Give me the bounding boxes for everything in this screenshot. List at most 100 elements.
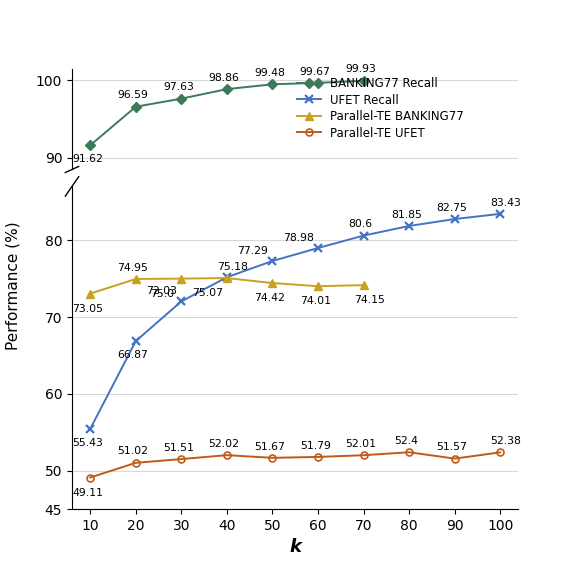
UFET Recall [497, 205, 503, 212]
UFET Recall [223, 274, 230, 281]
Parallel-TE BANKING77 [314, 279, 321, 285]
Text: 99.67: 99.67 [300, 66, 331, 77]
Line: Parallel-TE UFET: Parallel-TE UFET [87, 449, 503, 481]
BANKING77 Recall [360, 84, 367, 90]
Text: 99.48: 99.48 [254, 68, 285, 78]
UFET Recall [314, 240, 321, 247]
Text: 75.07: 75.07 [192, 288, 223, 298]
UFET Recall [314, 245, 321, 252]
Parallel-TE BANKING77 [178, 275, 185, 282]
UFET Recall [406, 223, 412, 229]
UFET Recall [132, 334, 139, 341]
Parallel-TE BANKING77 [87, 286, 94, 293]
Parallel-TE UFET [178, 453, 185, 460]
Text: 74.42: 74.42 [254, 293, 285, 303]
Parallel-TE BANKING77 [132, 276, 139, 283]
Parallel-TE BANKING77 [269, 280, 276, 287]
UFET Recall [178, 298, 185, 305]
Parallel-TE BANKING77 [223, 275, 230, 281]
Parallel-TE UFET [314, 454, 321, 460]
Parallel-TE UFET [223, 452, 230, 459]
UFET Recall [451, 216, 458, 223]
BANKING77 Recall [360, 77, 367, 84]
UFET Recall [360, 232, 367, 239]
BANKING77 Recall [269, 81, 276, 88]
Line: Parallel-TE BANKING77: Parallel-TE BANKING77 [86, 274, 367, 298]
BANKING77 Recall [178, 101, 185, 108]
Legend: BANKING77 Recall, UFET Recall, Parallel-TE BANKING77, Parallel-TE UFET: BANKING77 Recall, UFET Recall, Parallel-… [292, 73, 468, 145]
BANKING77 Recall [178, 95, 185, 102]
UFET Recall [87, 423, 94, 430]
Parallel-TE UFET [87, 471, 94, 478]
Text: 52.01: 52.01 [345, 439, 376, 449]
Text: 49.11: 49.11 [72, 487, 103, 498]
UFET Recall [497, 210, 503, 217]
Parallel-TE UFET [360, 452, 367, 459]
Parallel-TE UFET [132, 459, 139, 466]
Parallel-TE UFET [497, 446, 503, 453]
Text: 99.93: 99.93 [345, 65, 376, 74]
UFET Recall [360, 227, 367, 234]
Text: 52.38: 52.38 [490, 436, 521, 446]
UFET Recall [223, 269, 230, 276]
Parallel-TE UFET [269, 452, 276, 459]
Text: 72.03: 72.03 [146, 287, 177, 296]
UFET Recall [178, 294, 185, 301]
Line: Parallel-TE UFET: Parallel-TE UFET [87, 446, 503, 478]
Line: UFET Recall: UFET Recall [86, 210, 505, 433]
Text: 78.98: 78.98 [283, 233, 314, 243]
Parallel-TE UFET [451, 455, 458, 462]
BANKING77 Recall [269, 87, 276, 94]
Text: 81.85: 81.85 [391, 210, 422, 220]
Parallel-TE UFET [314, 451, 321, 458]
BANKING77 Recall [87, 148, 94, 154]
Parallel-TE BANKING77 [178, 271, 185, 277]
Parallel-TE UFET [269, 454, 276, 461]
Text: 51.51: 51.51 [163, 443, 194, 452]
Text: 77.29: 77.29 [237, 246, 268, 256]
Parallel-TE BANKING77 [132, 271, 139, 278]
Text: 91.62: 91.62 [72, 154, 103, 164]
Parallel-TE UFET [132, 457, 139, 464]
Parallel-TE BANKING77 [223, 270, 230, 277]
Line: BANKING77 Recall: BANKING77 Recall [87, 84, 367, 154]
Line: Parallel-TE BANKING77: Parallel-TE BANKING77 [86, 269, 367, 293]
Parallel-TE BANKING77 [269, 275, 276, 282]
UFET Recall [269, 257, 276, 264]
Text: 83.43: 83.43 [490, 197, 521, 208]
UFET Recall [87, 426, 94, 432]
UFET Recall [406, 217, 412, 224]
Parallel-TE UFET [87, 474, 94, 481]
Text: 51.79: 51.79 [300, 440, 331, 451]
Parallel-TE BANKING77 [360, 277, 367, 284]
Text: 52.4: 52.4 [395, 436, 418, 446]
BANKING77 Recall [87, 142, 94, 149]
Text: 97.63: 97.63 [163, 82, 194, 92]
Text: 74.01: 74.01 [300, 296, 331, 306]
Parallel-TE UFET [497, 449, 503, 456]
Text: Performance (%): Performance (%) [6, 222, 21, 350]
Text: 75.0: 75.0 [150, 289, 174, 299]
Text: 51.67: 51.67 [254, 442, 285, 451]
BANKING77 Recall [223, 92, 230, 99]
Line: BANKING77 Recall: BANKING77 Recall [87, 77, 367, 149]
Text: 55.43: 55.43 [72, 438, 103, 448]
Text: 74.15: 74.15 [354, 295, 385, 305]
Parallel-TE BANKING77 [360, 281, 367, 288]
Text: 96.59: 96.59 [118, 90, 149, 101]
Text: 98.86: 98.86 [209, 73, 240, 83]
Text: 74.95: 74.95 [118, 263, 149, 273]
Parallel-TE UFET [360, 449, 367, 456]
Text: 73.05: 73.05 [72, 304, 103, 313]
Text: 80.6: 80.6 [348, 219, 373, 229]
Text: 75.18: 75.18 [217, 263, 248, 272]
Parallel-TE UFET [406, 449, 412, 456]
Parallel-TE BANKING77 [314, 283, 321, 289]
Text: 51.57: 51.57 [437, 442, 467, 452]
Text: 66.87: 66.87 [118, 349, 149, 360]
BANKING77 Recall [314, 80, 321, 86]
Line: UFET Recall: UFET Recall [86, 205, 505, 430]
Parallel-TE UFET [178, 456, 185, 463]
X-axis label: k: k [289, 538, 301, 557]
Text: 51.02: 51.02 [118, 447, 149, 456]
